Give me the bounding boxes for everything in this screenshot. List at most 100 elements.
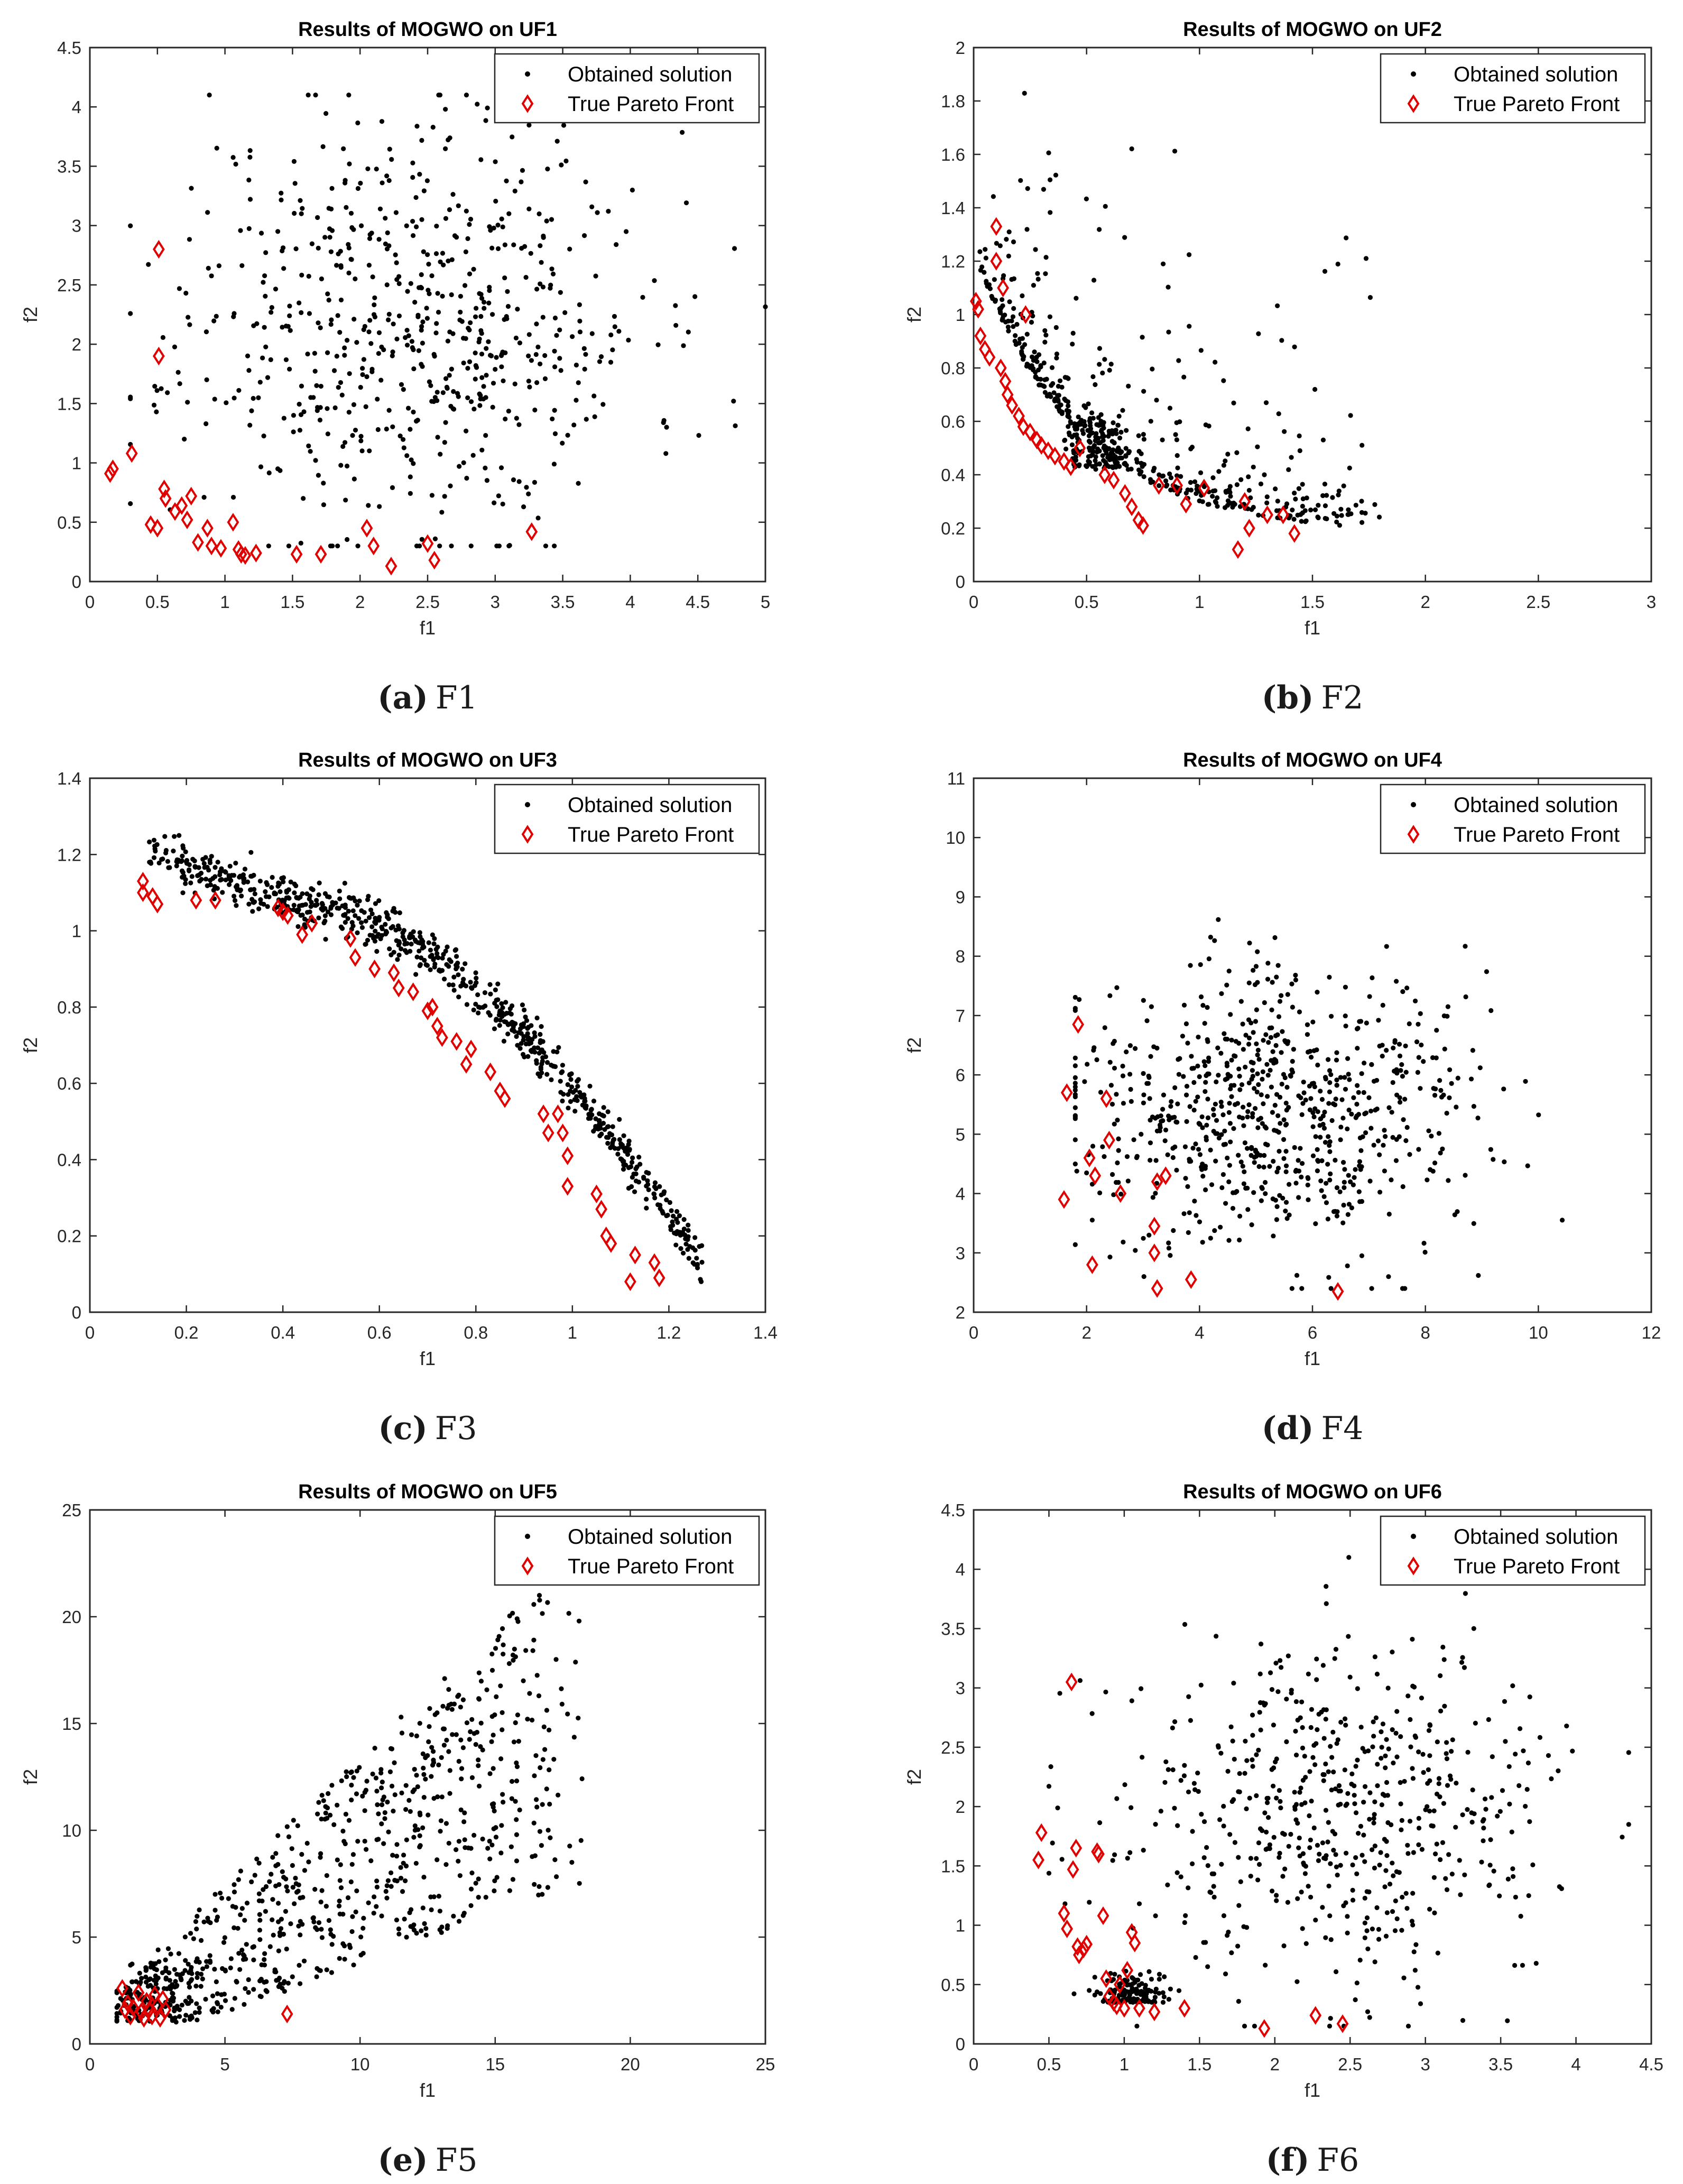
obtained-point xyxy=(479,296,485,301)
x-tick-label: 3.5 xyxy=(551,592,575,612)
obtained-point xyxy=(499,1823,504,1828)
obtained-point xyxy=(1501,1086,1506,1092)
obtained-point xyxy=(251,1987,256,1992)
obtained-point xyxy=(1075,436,1080,441)
obtained-point xyxy=(251,395,256,401)
obtained-point xyxy=(366,1900,371,1905)
obtained-point xyxy=(183,849,188,854)
obtained-point xyxy=(1020,356,1026,362)
obtained-point xyxy=(342,1957,347,1962)
obtained-point xyxy=(265,904,270,909)
obtained-point xyxy=(1077,1678,1083,1683)
obtained-point xyxy=(1442,1046,1447,1052)
obtained-point xyxy=(1076,414,1081,420)
obtained-point xyxy=(456,203,461,208)
obtained-point xyxy=(247,154,253,160)
obtained-point xyxy=(1099,427,1104,432)
obtained-point xyxy=(482,306,487,311)
obtained-point xyxy=(153,1982,159,1987)
obtained-point xyxy=(279,197,284,202)
x-tick-label: 0.8 xyxy=(464,1323,488,1342)
obtained-solution-series xyxy=(1072,917,1565,1291)
obtained-point xyxy=(365,166,371,171)
obtained-point xyxy=(1258,1642,1264,1647)
obtained-point xyxy=(454,954,459,959)
obtained-point xyxy=(1481,1826,1486,1831)
obtained-point xyxy=(998,305,1004,310)
obtained-point xyxy=(1400,1894,1405,1900)
obtained-point xyxy=(1329,1787,1334,1793)
obtained-point xyxy=(450,982,456,988)
pareto-point xyxy=(281,906,294,925)
obtained-point xyxy=(1277,999,1283,1004)
obtained-point xyxy=(1182,1920,1187,1925)
x-tick-label: 1 xyxy=(568,1323,577,1342)
obtained-point xyxy=(1099,434,1105,439)
obtained-point xyxy=(195,1971,200,1976)
legend-box xyxy=(494,53,760,124)
obtained-point xyxy=(1320,437,1326,443)
obtained-point xyxy=(1214,1118,1219,1123)
obtained-point xyxy=(389,925,394,930)
obtained-point xyxy=(1412,998,1418,1003)
obtained-point xyxy=(1046,150,1051,155)
obtained-point xyxy=(462,283,468,288)
obtained-point xyxy=(582,366,587,372)
obtained-point xyxy=(1316,1858,1321,1863)
obtained-point xyxy=(1473,1720,1478,1726)
obtained-point xyxy=(1255,1047,1261,1053)
obtained-point xyxy=(1318,1089,1323,1094)
obtained-point xyxy=(1153,1191,1158,1196)
obtained-point xyxy=(1178,1874,1183,1879)
obtained-point xyxy=(511,1739,517,1745)
obtained-point xyxy=(1175,453,1180,458)
obtained-point xyxy=(536,1693,542,1699)
obtained-point xyxy=(201,495,207,500)
obtained-point xyxy=(1352,1175,1357,1180)
obtained-point xyxy=(168,1951,173,1957)
obtained-point xyxy=(1293,1728,1298,1734)
obtained-point xyxy=(1294,1273,1300,1278)
obtained-point xyxy=(346,270,352,276)
obtained-point xyxy=(1306,1884,1311,1889)
pareto-point xyxy=(1098,465,1111,484)
obtained-point xyxy=(1382,1793,1388,1798)
obtained-point xyxy=(1343,1850,1349,1856)
obtained-point xyxy=(1340,1160,1346,1165)
obtained-point xyxy=(417,963,422,969)
obtained-point xyxy=(1364,1889,1370,1894)
obtained-point xyxy=(529,358,534,363)
obtained-point xyxy=(1265,976,1271,982)
obtained-point xyxy=(1236,1040,1242,1046)
x-tick-label: 0.4 xyxy=(271,1323,295,1342)
obtained-point xyxy=(329,1783,335,1788)
obtained-point xyxy=(1109,1101,1115,1107)
obtained-point xyxy=(1122,1782,1127,1787)
obtained-point xyxy=(464,1720,470,1726)
obtained-point xyxy=(480,1005,486,1010)
obtained-point xyxy=(148,1965,153,1970)
obtained-point xyxy=(489,245,495,251)
pareto-point xyxy=(360,519,373,538)
obtained-point xyxy=(1198,1682,1204,1688)
obtained-point xyxy=(433,330,439,336)
pareto-point xyxy=(1121,1961,1133,1980)
obtained-point xyxy=(289,1846,294,1851)
obtained-point xyxy=(1371,1142,1376,1148)
obtained-point xyxy=(473,1001,478,1007)
obtained-point xyxy=(1287,1182,1292,1187)
obtained-point xyxy=(404,343,410,348)
obtained-point xyxy=(1302,1800,1308,1805)
obtained-point xyxy=(561,123,567,128)
obtained-point xyxy=(1225,1155,1230,1160)
obtained-point xyxy=(331,1822,337,1827)
obtained-point xyxy=(1246,1042,1252,1047)
obtained-point xyxy=(394,1917,400,1923)
obtained-point xyxy=(1158,1809,1163,1814)
obtained-point xyxy=(461,360,466,366)
obtained-point xyxy=(1215,1131,1220,1136)
obtained-point xyxy=(387,146,392,152)
obtained-point xyxy=(678,1246,683,1251)
obtained-point xyxy=(206,265,211,271)
obtained-point xyxy=(298,540,303,546)
